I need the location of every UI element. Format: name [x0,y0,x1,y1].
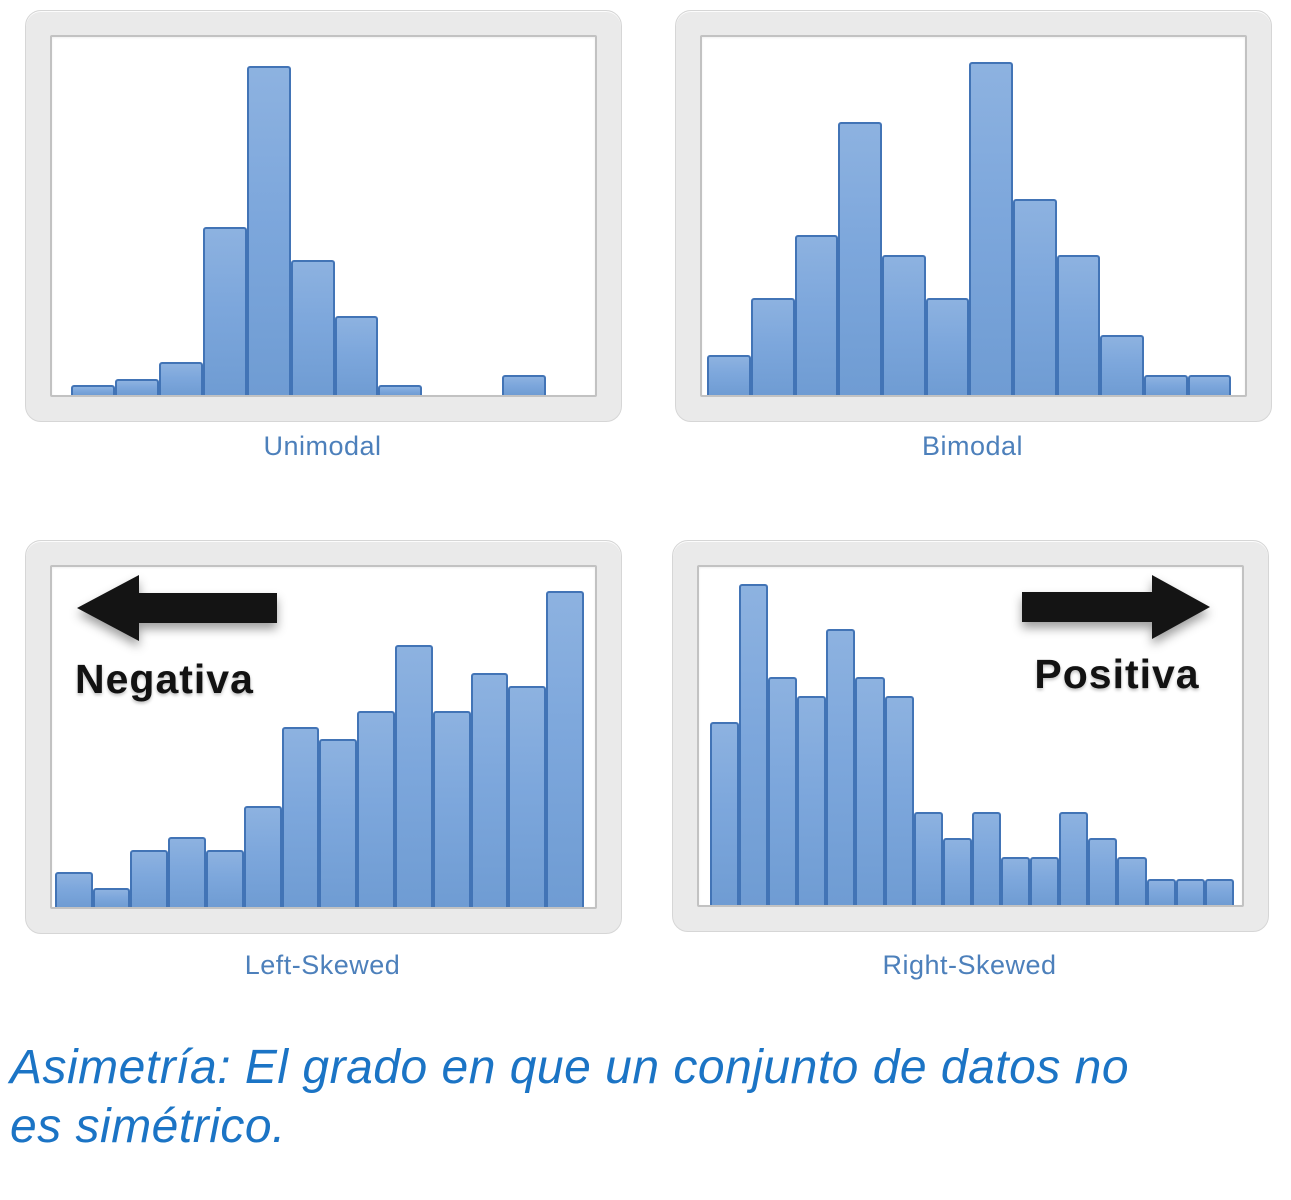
bar [1117,856,1147,905]
bar [1144,375,1188,395]
bar [882,255,926,395]
bar [243,805,282,907]
bar [432,710,471,907]
left-arrow-icon [77,575,277,641]
definition-line-1: Asimetría: El grado en que un conjunto d… [10,1041,1130,1094]
bar [1146,879,1176,905]
bar [114,378,159,395]
bar [797,696,827,905]
bar [202,227,247,395]
bar [281,726,320,907]
bar [826,628,856,905]
bar [1000,856,1031,905]
histogram-panel-unimodal [25,10,622,422]
bar [971,811,1001,905]
histogram-panel-bimodal [675,10,1272,422]
bar [1056,255,1101,395]
bar [1175,879,1205,905]
bar [738,583,769,905]
histogram-bars-left-skewed [54,567,585,907]
bar [942,837,972,905]
bar [357,710,396,907]
caption-unimodal: Unimodal [263,431,382,461]
bar [130,850,169,907]
histogram-bars-unimodal [71,37,547,395]
bar [913,811,943,905]
bar [395,644,433,907]
bar [158,362,203,395]
bar [855,677,885,905]
negative-skew-annotation: Negativa [75,572,277,703]
histogram-panel-right-skewed: Positiva [672,540,1269,932]
plot-area-bimodal [700,35,1247,397]
bar [502,375,547,395]
bar [378,385,423,395]
positive-skew-annotation: Positiva [1022,573,1212,698]
definition-line-2: es simétrico. [10,1100,286,1153]
bar [319,739,358,907]
asymmetry-definition-text: Asimetría: El grado en que un conjunto d… [10,1038,1288,1156]
bar [768,677,798,905]
bar [92,888,131,907]
bar [1187,375,1232,395]
plot-area-unimodal [50,35,597,397]
caption-bimodal: Bimodal [921,431,1024,461]
bar [1030,856,1060,905]
bar [1204,879,1234,905]
bar [508,685,547,907]
bar [751,298,795,395]
positive-skew-label: Positiva [1034,651,1200,697]
caption-left-skewed: Left-Skewed [244,950,401,980]
bar [546,590,585,907]
bar [838,122,883,395]
bar [470,673,509,907]
bar [1013,198,1057,395]
bar [1088,837,1118,905]
bar [884,696,914,905]
bar [969,62,1014,395]
caption-right-skewed: Right-Skewed [882,950,1057,980]
bar [1100,335,1145,395]
bar [707,355,752,395]
bar [1059,811,1089,905]
negative-skew-label: Negativa [75,656,254,702]
bar [794,235,839,395]
bar [334,315,379,395]
bar [925,298,970,395]
bar [71,385,115,395]
right-arrow-icon [1022,575,1210,639]
bar [205,850,244,907]
histogram-bars-bimodal [707,37,1232,395]
plot-area-left-skewed: Negativa [50,565,597,909]
bar [709,721,739,905]
plot-area-right-skewed: Positiva [697,565,1244,907]
histogram-bars-right-skewed [709,567,1234,905]
bar [290,259,335,395]
bar [168,837,206,907]
histogram-panel-left-skewed: Negativa [25,540,622,934]
bar [54,872,93,907]
bar [246,65,291,395]
